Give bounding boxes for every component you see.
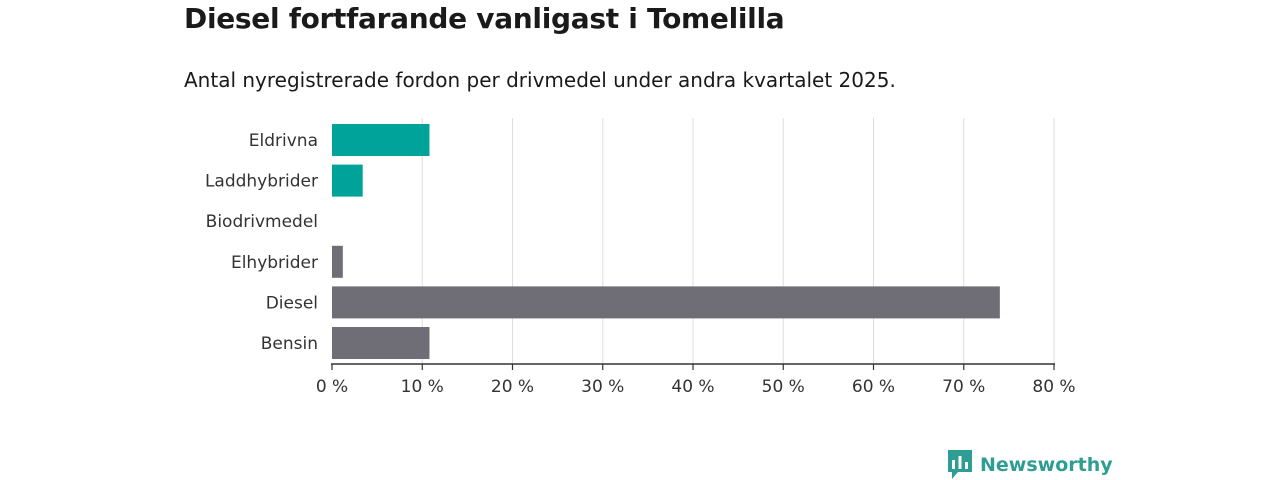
x-tick-label: 80 % — [1032, 377, 1075, 397]
bar — [332, 124, 430, 156]
bar — [332, 245, 343, 278]
x-tick-label: 70 % — [942, 377, 985, 397]
x-tick-label: 40 % — [671, 377, 714, 397]
x-tick-label: 0 % — [316, 377, 348, 397]
bar — [332, 286, 1000, 319]
bar — [332, 164, 363, 197]
x-tick-label: 20 % — [491, 377, 534, 397]
category-label: Diesel — [266, 293, 318, 313]
category-label: Bensin — [261, 334, 318, 354]
x-tick-label: 50 % — [762, 377, 805, 397]
x-tick-label: 60 % — [852, 377, 895, 397]
chart-title: Diesel fortfarande vanligast i Tomelilla — [184, 2, 785, 35]
newsworthy-icon — [948, 450, 972, 479]
category-label: Laddhybrider — [205, 172, 318, 192]
x-tick-label: 10 % — [401, 377, 444, 397]
newsworthy-logo: Newsworthy — [948, 450, 1113, 480]
x-tick-label: 30 % — [581, 377, 624, 397]
brand-name: Newsworthy — [980, 454, 1113, 476]
category-label: Elhybrider — [231, 253, 318, 273]
category-label: Eldrivna — [249, 131, 318, 151]
chart-subtitle: Antal nyregistrerade fordon per drivmede… — [184, 68, 896, 92]
category-label: Biodrivmedel — [206, 212, 318, 232]
bar — [332, 327, 430, 359]
